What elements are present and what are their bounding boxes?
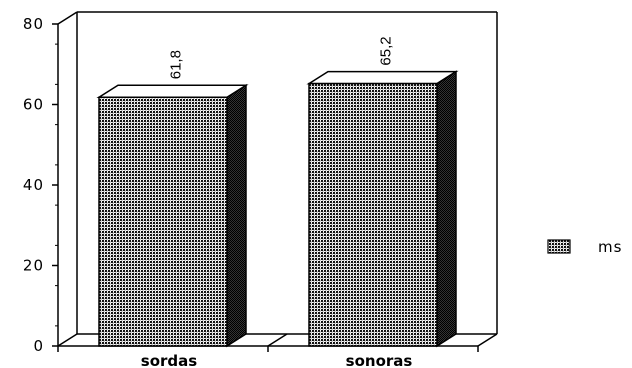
bar-top-face (96, 84, 249, 99)
legend-label: ms (598, 238, 622, 256)
data-label: 65,2 (378, 36, 395, 65)
y-tick-label: 40 (23, 176, 44, 194)
y-tick-label: 80 (23, 15, 44, 33)
bar-side-face (436, 70, 457, 348)
y-tick-label: 20 (23, 257, 44, 275)
bar-side-face (226, 83, 247, 348)
bar-sonoras: 65,2 (306, 36, 459, 348)
bar-front-face (308, 82, 438, 347)
y-tick-label: 0 (33, 337, 44, 355)
y-axis: 0 20 40 60 80 (23, 15, 58, 355)
x-axis: sordas sonoras (57, 346, 479, 368)
depth-edge-top-left (57, 11, 78, 25)
bar-front-face (98, 96, 228, 347)
depth-edge-bottom-right (477, 333, 498, 347)
bar-sordas: 61,8 (96, 50, 249, 348)
legend-swatch (547, 239, 571, 254)
legend: ms (547, 238, 622, 256)
y-tick-label: 60 (23, 96, 44, 114)
floor-divider-1 (57, 333, 78, 347)
floor-divider-2 (267, 333, 288, 347)
bars: 61,8 65,2 (96, 36, 459, 348)
x-tick-label: sordas (141, 352, 197, 368)
bar-top-face (306, 70, 459, 85)
x-tick-label: sonoras (346, 352, 413, 368)
data-label: 61,8 (168, 50, 185, 79)
